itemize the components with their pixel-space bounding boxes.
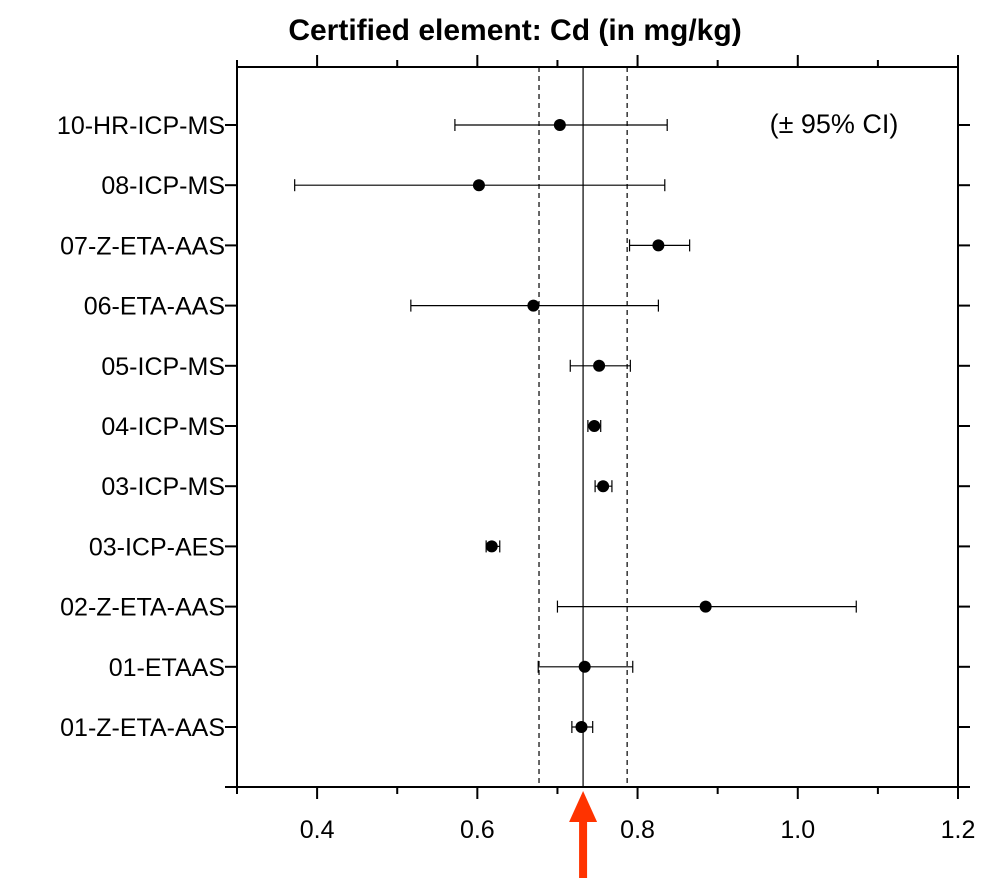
y-tick-label: 10-HR-ICP-MS bbox=[57, 112, 225, 140]
y-tick-label: 07-Z-ETA-AAS bbox=[60, 232, 225, 260]
y-tick-label: 01-Z-ETA-AAS bbox=[60, 714, 225, 742]
y-tick-label: 03-ICP-AES bbox=[89, 533, 225, 561]
data-point bbox=[527, 299, 540, 312]
y-tick-label: 06-ETA-AAS bbox=[84, 293, 225, 321]
y-tick-label: 04-ICP-MS bbox=[101, 413, 225, 441]
data-point bbox=[578, 660, 591, 673]
x-tick-label: 1.0 bbox=[780, 816, 815, 844]
data-point bbox=[575, 721, 588, 733]
arrow-head bbox=[569, 791, 598, 822]
data-point bbox=[652, 239, 665, 252]
data-point bbox=[485, 540, 498, 553]
x-tick-label: 0.6 bbox=[460, 816, 495, 844]
data-point bbox=[553, 119, 566, 131]
arrow-shaft bbox=[579, 818, 588, 878]
plot-area: 0.4 0.6 0.8 1.0 1.2 10-HR-ICP-MS 08-ICP-MS 07-Z… bbox=[57, 55, 975, 844]
data-point bbox=[472, 179, 485, 192]
x-tick-label: 0.8 bbox=[620, 816, 655, 844]
data-point bbox=[593, 359, 606, 372]
y-tick-label: 08-ICP-MS bbox=[101, 172, 225, 200]
y-tick-label: 02-Z-ETA-AAS bbox=[60, 594, 225, 622]
y-tick-label: 03-ICP-MS bbox=[101, 473, 225, 501]
data-point bbox=[699, 600, 712, 613]
x-tick-label: 1.2 bbox=[941, 816, 976, 844]
y-tick-label: 05-ICP-MS bbox=[101, 353, 225, 381]
data-point bbox=[597, 480, 610, 493]
certified-value-arrow bbox=[569, 791, 598, 878]
x-tick-label: 0.4 bbox=[300, 816, 335, 844]
ci-annotation: (± 95% CI) bbox=[770, 109, 899, 139]
y-tick-label: 01-ETAAS bbox=[109, 654, 225, 682]
data-point bbox=[588, 420, 601, 432]
chart-title: Certified element: Cd (in mg/kg) bbox=[288, 14, 741, 47]
